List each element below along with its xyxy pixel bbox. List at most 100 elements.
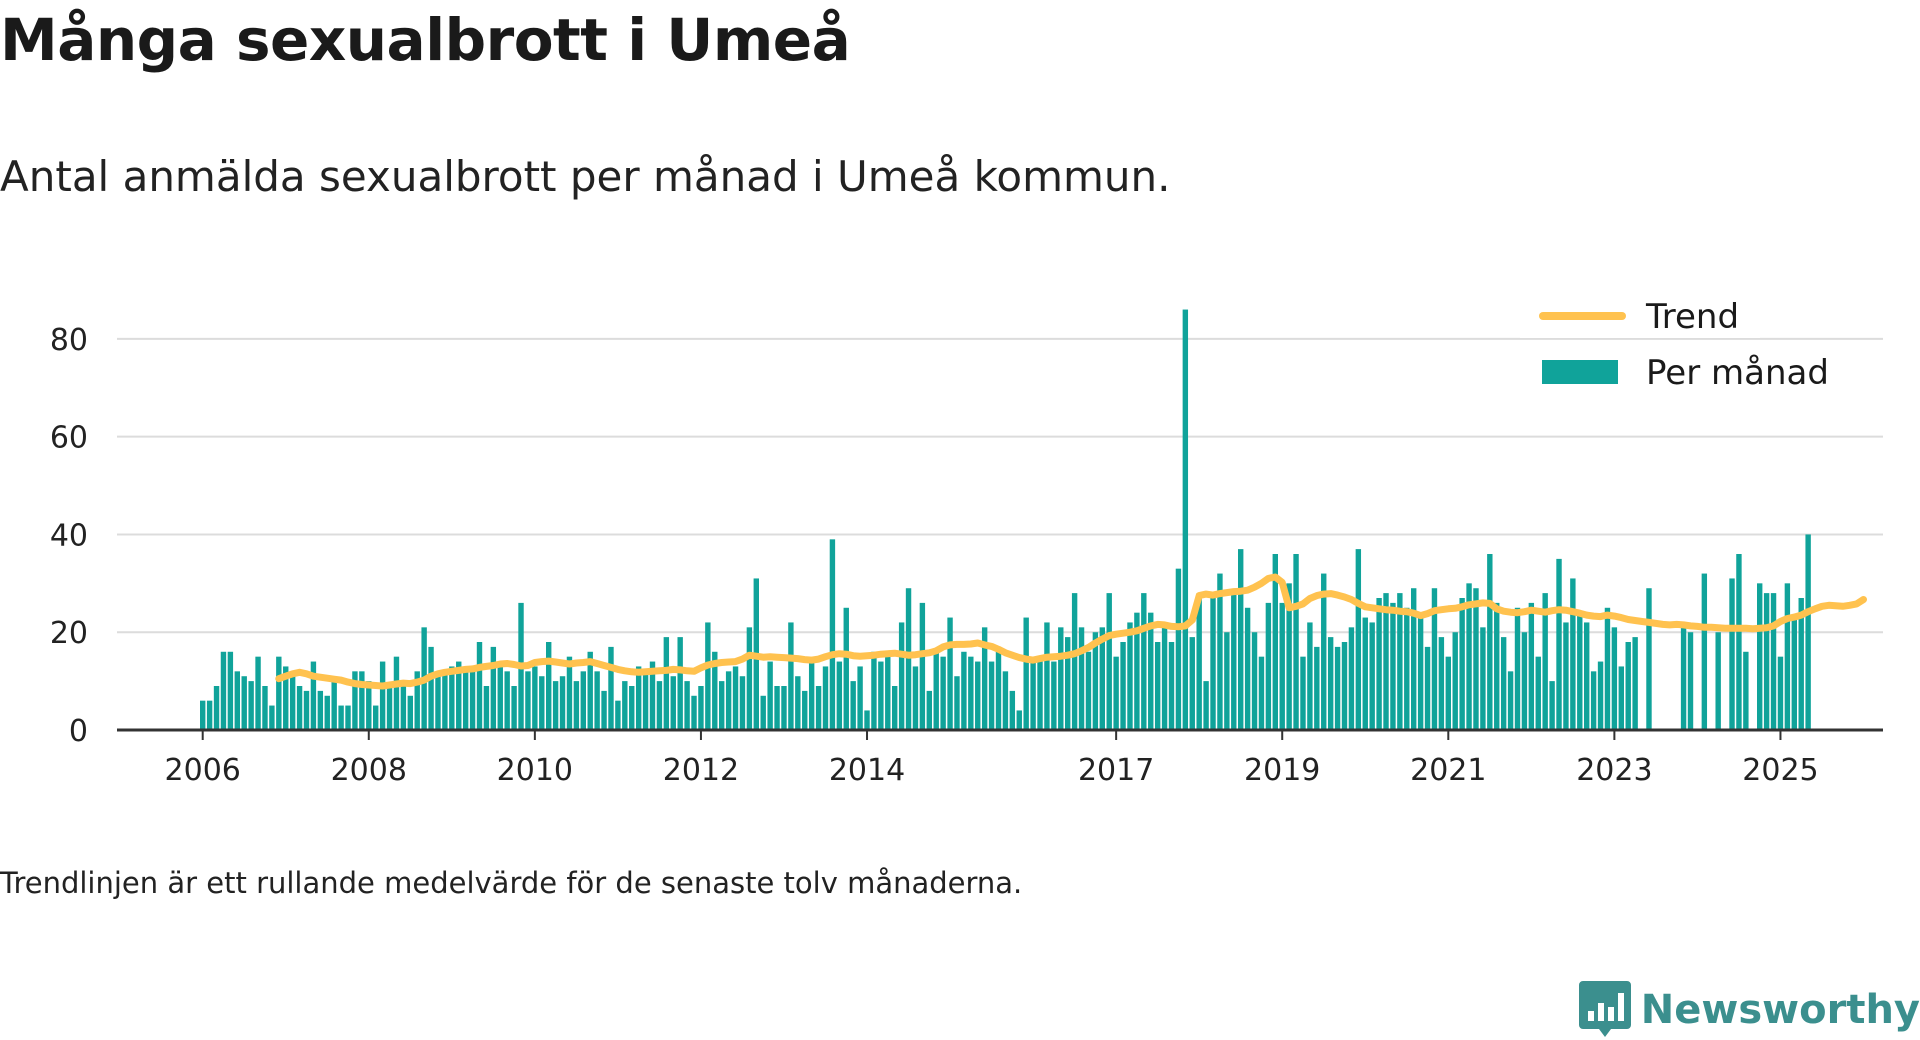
bar xyxy=(663,637,670,730)
bar xyxy=(1618,666,1624,730)
bar xyxy=(1210,593,1216,730)
bar xyxy=(698,686,704,730)
legend-trend-label: Trend xyxy=(1645,297,1739,337)
legend-bars-label: Per månad xyxy=(1646,353,1829,393)
bar xyxy=(200,700,206,730)
bar xyxy=(1798,598,1804,730)
bar xyxy=(843,607,849,730)
bar xyxy=(1065,637,1071,730)
bar xyxy=(1805,534,1811,730)
bar xyxy=(615,700,621,730)
brand-logo[interactable]: Newsworthy xyxy=(1578,980,1920,1040)
bar xyxy=(1002,671,1009,730)
bar xyxy=(802,690,808,730)
bar xyxy=(968,656,974,730)
bar xyxy=(241,676,247,730)
bar xyxy=(746,627,753,730)
bar xyxy=(1549,681,1555,730)
bar xyxy=(1770,593,1777,730)
bar xyxy=(822,666,829,730)
x-tick-label: 2014 xyxy=(829,753,905,788)
bar xyxy=(1404,607,1410,730)
bar xyxy=(1791,617,1797,730)
bar xyxy=(1570,578,1576,730)
bar xyxy=(1321,573,1327,730)
bar xyxy=(732,666,739,730)
bar xyxy=(601,690,607,730)
bar xyxy=(310,661,317,730)
bar xyxy=(635,666,642,730)
bar xyxy=(1777,656,1784,730)
bar xyxy=(1009,690,1016,730)
bar xyxy=(248,681,254,730)
bar xyxy=(1590,671,1597,730)
bar xyxy=(1258,656,1265,730)
bar xyxy=(1494,602,1500,730)
chart-subtitle: Antal anmälda sexualbrott per månad i Um… xyxy=(0,152,1171,201)
bar xyxy=(476,642,483,730)
bar xyxy=(317,690,324,730)
bar xyxy=(995,651,1002,730)
bar xyxy=(954,676,960,730)
bar xyxy=(1217,573,1223,730)
x-tick-label: 2025 xyxy=(1742,753,1818,788)
bar xyxy=(1680,627,1687,730)
bar xyxy=(1466,583,1472,730)
bar xyxy=(1376,598,1382,730)
bar xyxy=(1078,627,1085,730)
bar xyxy=(975,661,981,730)
bar xyxy=(352,671,358,730)
bar xyxy=(1480,627,1486,730)
newsworthy-logo-icon xyxy=(1578,981,1631,1037)
bar xyxy=(1154,642,1161,730)
bar xyxy=(1438,637,1445,730)
bar xyxy=(1251,632,1258,730)
bar xyxy=(926,690,932,730)
bar xyxy=(1500,637,1507,730)
bar xyxy=(1487,554,1493,730)
bar xyxy=(539,676,545,730)
bar xyxy=(532,666,538,730)
bar xyxy=(1459,598,1465,730)
bar xyxy=(885,656,891,730)
bar xyxy=(552,681,559,730)
bar xyxy=(283,666,289,730)
bar xyxy=(1743,651,1749,730)
bar xyxy=(573,681,580,730)
legend: Trend Per månad xyxy=(1520,294,1840,393)
bar xyxy=(456,661,462,730)
bar xyxy=(1334,646,1341,730)
bar xyxy=(649,661,656,730)
bar xyxy=(1286,583,1292,730)
bar xyxy=(511,686,517,730)
x-tick-label: 2019 xyxy=(1244,753,1320,788)
bar xyxy=(836,661,843,730)
bar xyxy=(442,671,448,730)
bar xyxy=(1632,637,1638,730)
bar xyxy=(1307,622,1313,730)
bar xyxy=(1687,632,1694,730)
bar xyxy=(497,666,503,730)
bar xyxy=(1120,642,1126,730)
bar xyxy=(725,671,732,730)
bar xyxy=(961,651,967,730)
bar xyxy=(373,705,379,730)
bar xyxy=(276,656,282,730)
bar xyxy=(1189,637,1195,730)
bar xyxy=(594,671,600,730)
bar xyxy=(1182,309,1189,730)
bar xyxy=(1397,593,1403,730)
bar xyxy=(1106,593,1112,730)
bar xyxy=(1355,549,1362,730)
bar xyxy=(400,681,407,730)
bar xyxy=(1535,656,1541,730)
bar xyxy=(559,676,566,730)
bar xyxy=(670,676,676,730)
brand-name: Newsworthy xyxy=(1640,987,1920,1033)
bar xyxy=(386,686,393,730)
bar xyxy=(781,686,787,730)
legend-bars-swatch xyxy=(1542,360,1618,384)
bar xyxy=(1369,622,1375,730)
bar xyxy=(1085,651,1092,730)
bar xyxy=(988,661,995,730)
